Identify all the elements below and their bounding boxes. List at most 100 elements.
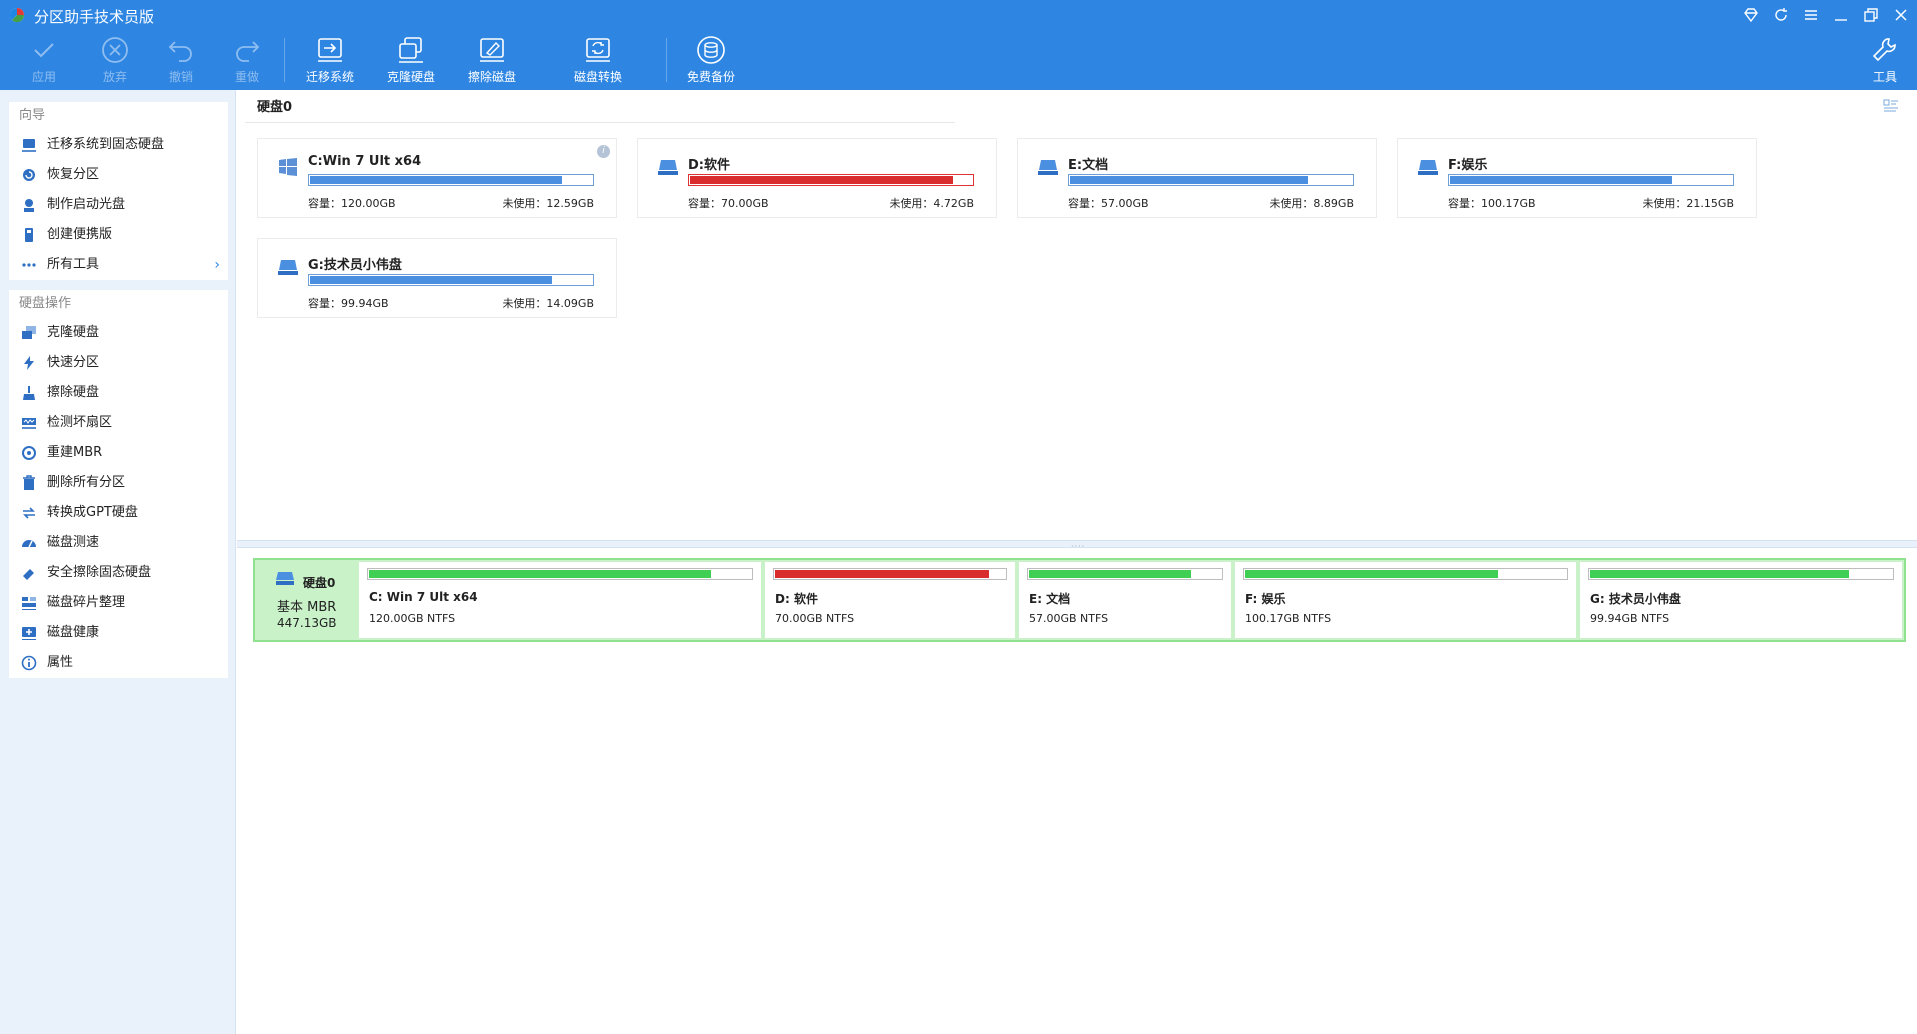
sidebar-item-migrate-ssd[interactable]: 迁移系统到固态硬盘 [9,130,228,160]
free-backup-button[interactable]: 免费备份 [679,32,743,88]
broom-icon [23,386,35,400]
discard-button[interactable]: 放弃 [83,32,147,88]
apply-label: 应用 [31,70,56,84]
partition-free: 未使用：14.09GB [502,297,594,310]
cancel-circle-icon [102,37,128,63]
usage-fill [690,176,953,184]
wizard-panel: 向导 迁移系统到固态硬盘 恢复分区 制作启动光盘 创建便携版 所有工具 › [9,102,228,280]
app-logo-icon [9,7,25,23]
apply-button[interactable]: 应用 [12,32,76,88]
sidebar-item-label: 所有工具 [47,257,100,272]
disk-ops-title: 硬盘操作 [19,296,72,311]
partition-capacity: 容量：120.00GB [308,197,396,210]
trash-icon [23,475,35,490]
disk-map[interactable]: 硬盘0 基本 MBR 447.13GB C: Win 7 Ult x64 120… [253,558,1906,642]
drive-icon [658,160,678,175]
checkmark-icon [34,43,54,58]
sidebar-item-label: 创建便携版 [47,227,113,242]
sidebar-item-disk-speed[interactable]: 磁盘测速 [9,528,228,558]
partition-card-e[interactable]: E:文档 容量：57.00GB 未使用：8.89GB [1017,138,1377,218]
sidebar-item-properties[interactable]: 属性 [9,648,228,678]
sidebar-item-convert-gpt[interactable]: 转换成GPT硬盘 [9,498,228,528]
info-icon [21,655,37,671]
title-bar: 分区助手技术员版 [0,0,1917,30]
app-title: 分区助手技术员版 [34,8,155,26]
partition-name: D:软件 [688,158,730,173]
sidebar-item-secure-erase[interactable]: 安全擦除固态硬盘 [9,558,228,588]
tools-button[interactable]: 工具 [1853,32,1917,88]
migrate-system-button[interactable]: 迁移系统 [298,32,362,88]
diamond-icon[interactable] [1742,6,1760,24]
more-dots-icon [22,263,36,267]
refresh-icon[interactable] [1772,6,1790,24]
map-partition-d[interactable]: D: 软件 70.00GB NTFS [765,562,1015,638]
map-partition-name: E: 文档 [1029,592,1071,606]
map-partition-name: G: 技术员小伟盘 [1590,592,1681,606]
convert-icon [23,507,35,519]
eraser-icon [23,569,34,580]
toolbar-separator [284,38,285,82]
partition-card-c[interactable]: C:Win 7 Ult x64 容量：120.00GB 未使用：12.59GB … [257,138,617,218]
wizard-title: 向导 [19,108,46,123]
toolbar: 应用 放弃 撤销 重做 迁移系统 克隆硬盘 擦除磁盘 磁盘转换 [0,32,1917,88]
sidebar-item-defrag[interactable]: 磁盘碎片整理 [9,588,228,618]
sidebar-item-recover-partition[interactable]: 恢复分区 [9,160,228,190]
drive-icon [276,572,294,585]
drive-icon [1418,160,1438,175]
restore-icon[interactable] [1862,6,1880,24]
map-partition-g[interactable]: G: 技术员小伟盘 99.94GB NTFS [1580,562,1902,638]
map-usage-bar [1027,568,1223,580]
redo-button[interactable]: 重做 [215,32,279,88]
partition-name: E:文档 [1068,158,1109,173]
sidebar-item-bad-sector[interactable]: 检测坏扇区 [9,408,228,438]
sidebar-item-clone-disk[interactable]: 克隆硬盘 [9,318,228,348]
map-usage-fill [1590,570,1850,578]
sidebar-item-all-tools[interactable]: 所有工具 › [9,250,228,280]
boot-disc-icon [24,199,34,212]
convert-label: 磁盘转换 [573,70,622,84]
partition-capacity: 容量：57.00GB [1068,197,1149,210]
sidebar-item-boot-disc[interactable]: 制作启动光盘 [9,190,228,220]
map-usage-bar [1588,568,1894,580]
disk-info[interactable]: 硬盘0 基本 MBR 447.13GB [255,560,359,640]
partition-card-d[interactable]: D:软件 容量：70.00GB 未使用：4.72GB [637,138,997,218]
usage-bar [308,174,594,186]
close-icon[interactable] [1892,6,1910,24]
info-icon[interactable]: i [597,145,610,158]
partition-card-f[interactable]: F:娱乐 容量：100.17GB 未使用：21.15GB [1397,138,1757,218]
map-partition-fs: 57.00GB NTFS [1029,612,1109,625]
sidebar-item-label: 擦除硬盘 [47,385,100,400]
sidebar-item-label: 制作启动光盘 [47,197,126,212]
wipe-disk-button[interactable]: 擦除磁盘 [460,32,524,88]
disk-type: 基本 MBR [277,600,337,615]
wipe-disk-icon [480,38,504,62]
sidebar-item-delete-all[interactable]: 删除所有分区 [9,468,228,498]
disk-title: 硬盘0 [257,100,293,115]
sidebar-item-rebuild-mbr[interactable]: 重建MBR [9,438,228,468]
partition-card-g[interactable]: G:技术员小伟盘 容量：99.94GB 未使用：14.09GB [257,238,617,318]
minimize-icon[interactable] [1832,6,1850,24]
pane-splitter[interactable]: ···· [237,540,1917,551]
sidebar-item-quick-partition[interactable]: 快速分区 [9,348,228,378]
speedometer-icon [22,540,36,548]
grip-dots-icon: ···· [1071,542,1086,551]
sidebar-item-disk-health[interactable]: 磁盘健康 [9,618,228,648]
map-partition-c[interactable]: C: Win 7 Ult x64 120.00GB NTFS [359,562,761,638]
map-partition-e[interactable]: E: 文档 57.00GB NTFS [1019,562,1231,638]
map-partition-f[interactable]: F: 娱乐 100.17GB NTFS [1235,562,1576,638]
recover-partition-icon [23,169,35,181]
disk-convert-button[interactable]: 磁盘转换 [566,32,630,88]
sidebar-item-wipe-disk[interactable]: 擦除硬盘 [9,378,228,408]
usage-bar [1448,174,1734,186]
partition-name: G:技术员小伟盘 [308,258,402,273]
undo-button[interactable]: 撤销 [149,32,213,88]
health-plus-icon [22,627,36,640]
disk-size: 447.13GB [277,616,337,630]
toolbar-separator [666,38,667,82]
sidebar-item-portable[interactable]: 创建便携版 [9,220,228,250]
clone-disk-button[interactable]: 克隆硬盘 [379,32,443,88]
view-list-icon[interactable] [1881,96,1901,116]
lightning-icon [24,356,34,370]
menu-icon[interactable] [1802,6,1820,24]
usage-fill [1070,176,1308,184]
